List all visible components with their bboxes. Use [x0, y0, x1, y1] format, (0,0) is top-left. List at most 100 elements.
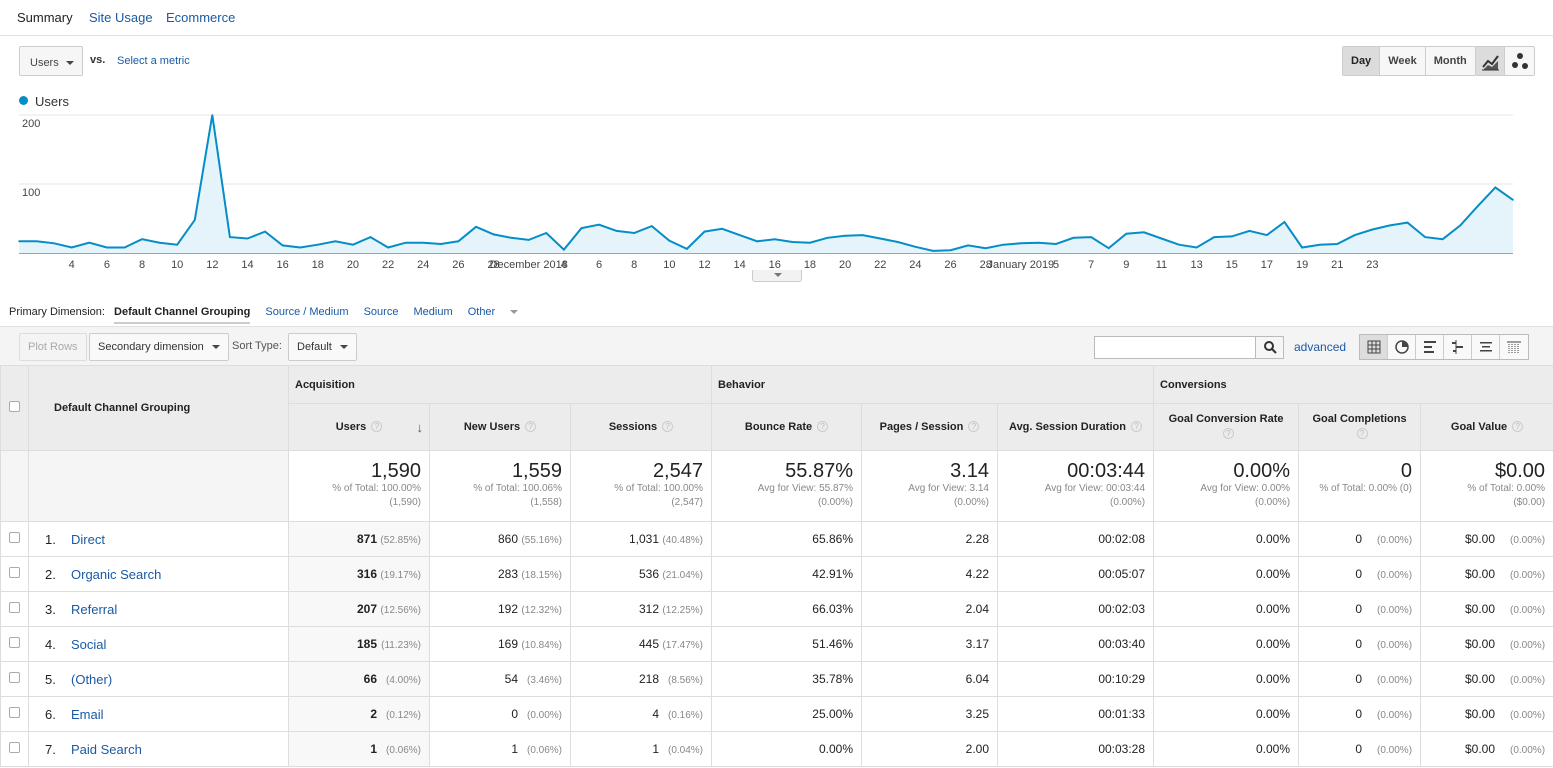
channel-link[interactable]: Direct — [71, 531, 105, 547]
data-point[interactable] — [475, 225, 477, 228]
data-point[interactable] — [492, 233, 495, 236]
col-sessions[interactable]: Sessions? — [570, 403, 712, 451]
col-new-users[interactable]: New Users? — [429, 403, 571, 451]
dimension-source-medium[interactable]: Source / Medium — [265, 306, 349, 318]
data-point[interactable] — [580, 227, 583, 229]
data-point[interactable] — [299, 246, 302, 249]
data-point[interactable] — [88, 241, 91, 244]
data-point[interactable] — [545, 232, 548, 234]
month-button[interactable]: Month — [1425, 47, 1475, 75]
data-point[interactable] — [176, 243, 178, 246]
data-point[interactable] — [650, 225, 653, 227]
data-point[interactable] — [1336, 243, 1339, 245]
metric-dropdown[interactable]: Users — [19, 46, 83, 76]
col-bounce-rate[interactable]: Bounce Rate? — [711, 403, 862, 451]
data-point[interactable] — [211, 114, 214, 116]
data-point[interactable] — [53, 242, 55, 245]
data-point[interactable] — [563, 248, 565, 251]
data-point[interactable] — [1389, 224, 1391, 227]
data-point[interactable] — [1406, 221, 1409, 224]
data-point[interactable] — [1125, 232, 1128, 235]
channel-link[interactable]: (Other) — [71, 671, 113, 687]
data-point[interactable] — [352, 243, 354, 246]
data-point[interactable] — [35, 240, 38, 243]
data-point[interactable] — [281, 244, 284, 247]
col-goal-conversion-rate[interactable]: Goal Conversion Rate? — [1153, 403, 1300, 451]
data-point[interactable] — [1213, 236, 1215, 238]
data-point[interactable] — [598, 223, 600, 226]
data-point[interactable] — [914, 245, 917, 248]
data-point[interactable] — [1248, 230, 1251, 232]
tab-site-usage[interactable]: Site Usage — [89, 10, 153, 25]
data-point[interactable] — [1301, 246, 1303, 249]
row-checkbox[interactable] — [9, 707, 20, 718]
row-checkbox[interactable] — [9, 672, 20, 683]
col-pages-session[interactable]: Pages / Session? — [861, 403, 998, 451]
data-point[interactable] — [1424, 236, 1426, 238]
data-point[interactable] — [1494, 186, 1497, 189]
data-point[interactable] — [1512, 199, 1514, 201]
data-point[interactable] — [844, 234, 846, 237]
data-point[interactable] — [317, 243, 319, 246]
tab-ecommerce[interactable]: Ecommerce — [166, 10, 236, 25]
data-point[interactable] — [1020, 242, 1022, 245]
data-point[interactable] — [1318, 243, 1321, 246]
data-point[interactable] — [826, 237, 829, 239]
data-point[interactable] — [791, 241, 794, 243]
advanced-filter-link[interactable]: advanced — [1294, 340, 1347, 354]
data-point[interactable] — [1283, 221, 1286, 223]
help-icon[interactable]: ? — [1130, 420, 1142, 432]
data-point[interactable] — [1055, 243, 1057, 245]
data-point[interactable] — [1441, 238, 1444, 240]
data-point[interactable] — [527, 239, 530, 241]
data-point[interactable] — [1107, 247, 1110, 249]
data-point[interactable] — [1037, 241, 1040, 244]
data-point[interactable] — [1477, 205, 1479, 207]
help-icon[interactable]: ? — [1356, 428, 1368, 439]
channel-link[interactable]: Organic Search — [71, 566, 162, 582]
data-point[interactable] — [1354, 234, 1356, 236]
data-point[interactable] — [404, 241, 407, 244]
data-point[interactable] — [967, 244, 969, 247]
data-point[interactable] — [1459, 224, 1462, 227]
data-point[interactable] — [457, 240, 460, 243]
data-point[interactable] — [1072, 237, 1075, 239]
data-point[interactable] — [369, 236, 372, 238]
data-table-view-button[interactable] — [1360, 335, 1388, 359]
data-point[interactable] — [773, 238, 776, 240]
data-point[interactable] — [1230, 235, 1233, 238]
row-checkbox[interactable] — [9, 532, 20, 543]
data-point[interactable] — [615, 230, 618, 232]
data-point[interactable] — [738, 234, 741, 236]
data-point[interactable] — [668, 239, 671, 242]
data-point[interactable] — [984, 247, 987, 249]
secondary-dimension-dropdown[interactable]: Secondary dimension — [89, 333, 229, 361]
dimension-other[interactable]: Other — [468, 306, 531, 318]
select-all-checkbox[interactable] — [9, 401, 20, 412]
select-metric-link[interactable]: Select a metric — [117, 55, 190, 67]
data-point[interactable] — [264, 230, 266, 233]
help-icon[interactable]: ? — [525, 420, 537, 432]
data-point[interactable] — [440, 243, 442, 245]
data-point[interactable] — [70, 246, 73, 249]
data-point[interactable] — [229, 236, 231, 238]
data-point[interactable] — [1090, 236, 1092, 238]
table-search-input[interactable] — [1094, 336, 1284, 359]
week-button[interactable]: Week — [1380, 47, 1426, 75]
data-point[interactable] — [1160, 237, 1163, 240]
dimension-medium[interactable]: Medium — [413, 306, 453, 318]
dimension-default-channel-grouping[interactable]: Default Channel Grouping — [114, 306, 251, 324]
channel-link[interactable]: Email — [71, 706, 104, 722]
data-point[interactable] — [387, 246, 389, 249]
data-point[interactable] — [1266, 234, 1268, 236]
data-point[interactable] — [18, 240, 20, 243]
pivot-view-button[interactable] — [1500, 335, 1528, 359]
data-point[interactable] — [1143, 231, 1145, 234]
col-users[interactable]: Users? ↓ — [288, 403, 430, 451]
search-button[interactable] — [1255, 337, 1283, 358]
row-checkbox[interactable] — [9, 742, 20, 753]
data-point[interactable] — [703, 230, 706, 233]
chart-collapse-toggle[interactable] — [752, 270, 802, 282]
plot-rows-button[interactable]: Plot Rows — [19, 333, 87, 361]
channel-link[interactable]: Referral — [71, 601, 118, 617]
